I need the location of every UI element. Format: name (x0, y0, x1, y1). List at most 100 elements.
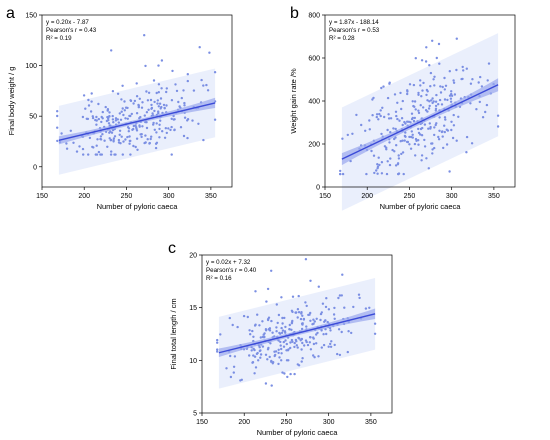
data-point (442, 146, 445, 150)
x-tick-label: 250 (281, 419, 293, 426)
y-tick-label: 200 (308, 142, 320, 149)
data-point (408, 135, 411, 139)
data-point (101, 133, 104, 136)
data-point (296, 346, 299, 349)
data-point (386, 160, 389, 163)
data-point (386, 128, 389, 132)
data-point (375, 169, 378, 172)
data-point (413, 116, 416, 120)
data-point (457, 115, 460, 119)
data-point (300, 327, 304, 331)
data-point (279, 344, 282, 347)
data-point (326, 320, 329, 324)
panel-letter: b (290, 5, 299, 22)
data-point (433, 126, 436, 129)
data-point (305, 325, 308, 328)
scatter-points (216, 258, 377, 387)
data-point (158, 123, 161, 127)
data-point (411, 116, 414, 120)
data-point (107, 122, 111, 125)
data-point (143, 34, 146, 37)
y-axis-label: Final total length / cm (169, 298, 178, 369)
data-point (139, 115, 142, 119)
data-point (373, 322, 377, 325)
data-point (291, 319, 294, 323)
data-point (278, 356, 281, 359)
data-point (157, 105, 160, 108)
data-point (252, 354, 255, 357)
data-point (158, 136, 161, 139)
data-point (403, 139, 406, 142)
data-point (183, 116, 187, 119)
data-point (253, 348, 256, 352)
data-point (258, 324, 261, 327)
data-point (297, 336, 300, 340)
data-point (417, 91, 420, 95)
data-point (121, 107, 124, 110)
pearson-r: Pearson's r = 0.43 (46, 27, 97, 34)
data-point (449, 100, 453, 103)
data-point (257, 359, 260, 362)
data-point (89, 110, 93, 113)
data-point (280, 296, 283, 299)
data-point (429, 71, 433, 75)
data-point (429, 85, 432, 88)
plot-frame (201, 254, 393, 414)
data-point (397, 172, 401, 175)
data-point (397, 157, 401, 160)
data-point (175, 89, 179, 93)
data-point (152, 121, 155, 125)
data-point (254, 290, 257, 293)
data-point (496, 114, 500, 117)
data-point (151, 112, 154, 115)
data-point (117, 138, 121, 142)
data-point (444, 118, 447, 121)
data-point (338, 353, 342, 357)
data-point (295, 311, 298, 314)
data-point (410, 130, 413, 133)
data-point (420, 59, 424, 62)
data-point (90, 100, 93, 103)
x-axis-label: Number of pyloric caeca (97, 202, 179, 211)
data-point (213, 118, 217, 121)
data-point (438, 62, 441, 65)
x-axis-label: Number of pyloric caeca (380, 202, 462, 211)
data-point (419, 133, 422, 136)
data-point (110, 150, 113, 153)
data-point (116, 92, 120, 96)
data-point (165, 90, 168, 94)
data-point (290, 338, 294, 342)
data-point (96, 138, 99, 141)
data-point (417, 139, 420, 142)
data-point (114, 119, 118, 122)
data-point (281, 371, 284, 374)
data-point (170, 99, 174, 102)
data-point (143, 141, 146, 145)
data-point (313, 356, 316, 359)
data-point (277, 351, 280, 355)
data-point (327, 308, 331, 311)
data-point (385, 172, 389, 176)
data-point (300, 360, 303, 363)
data-point (87, 104, 91, 107)
data-point (437, 42, 441, 46)
y-tick-label: 10 (189, 358, 197, 365)
data-point (152, 79, 156, 82)
data-point (313, 320, 316, 323)
data-point (375, 113, 379, 116)
data-point (300, 348, 303, 351)
data-point (317, 355, 320, 358)
data-point (419, 84, 422, 87)
x-tick-label: 150 (36, 193, 48, 200)
x-tick-label: 250 (404, 193, 416, 200)
data-point (261, 320, 264, 323)
data-point (285, 349, 288, 352)
data-point (170, 125, 173, 129)
data-point (120, 135, 123, 138)
data-point (297, 294, 300, 298)
data-point (440, 103, 444, 106)
data-point (191, 119, 194, 122)
y-tick-label: 800 (308, 13, 320, 20)
data-point (258, 349, 261, 353)
data-point (406, 140, 410, 144)
